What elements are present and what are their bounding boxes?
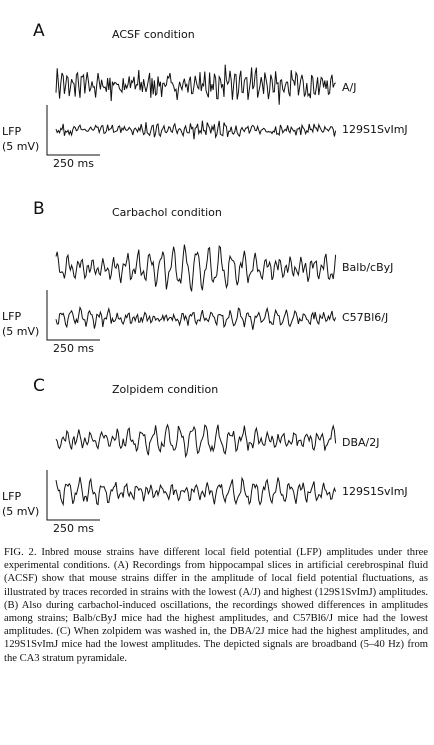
- scale-bar: [46, 105, 100, 156]
- voltage-label: (5 mV): [2, 505, 39, 518]
- lfp-trace: [55, 244, 337, 292]
- strain-label: 129S1SvImJ: [342, 485, 408, 498]
- time-label: 250 ms: [53, 522, 94, 535]
- strain-label: DBA/2J: [342, 436, 380, 449]
- time-label: 250 ms: [53, 157, 94, 170]
- strain-label: A/J: [342, 81, 356, 94]
- panel-title: Carbachol condition: [112, 206, 222, 219]
- time-label: 250 ms: [53, 342, 94, 355]
- panel-letter: A: [33, 21, 45, 41]
- figure-label: FIG. 2.: [4, 547, 37, 558]
- figure: A ACSF condition A/J 129S1SvImJ LFP (5 mV) 250…: [2, 21, 408, 535]
- lfp-trace: [55, 305, 337, 330]
- scale-bar: [46, 290, 100, 341]
- lfp-trace: [55, 423, 337, 459]
- panel-title: Zolpidem condition: [112, 383, 218, 396]
- lfp-trace: [55, 476, 337, 507]
- strain-label: C57Bl6/J: [342, 311, 388, 324]
- voltage-label: (5 mV): [2, 140, 39, 153]
- lfp-trace: [55, 120, 337, 140]
- strain-label: 129S1SvImJ: [342, 123, 408, 136]
- caption: FIG. 2. Inbred mouse strains have differ…: [4, 546, 428, 665]
- signal-label: LFP: [2, 310, 21, 323]
- scale-bar: [46, 470, 100, 521]
- voltage-label: (5 mV): [2, 325, 39, 338]
- panel-letter: C: [33, 376, 45, 396]
- signal-label: LFP: [2, 125, 21, 138]
- panel-letter: B: [33, 199, 45, 219]
- caption-text: Inbred mouse strains have different loca…: [4, 547, 429, 664]
- signal-label: LFP: [2, 490, 21, 503]
- lfp-trace: [55, 64, 336, 105]
- panel-title: ACSF condition: [112, 28, 195, 41]
- strain-label: Balb/cByJ: [342, 261, 393, 274]
